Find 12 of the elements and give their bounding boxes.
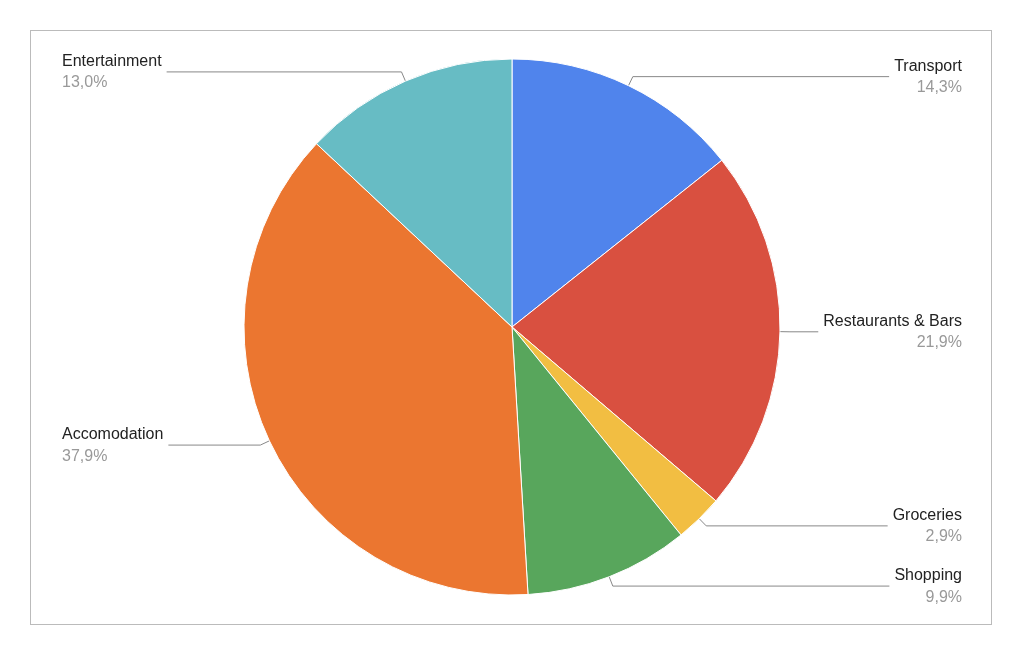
- slice-label: Transport: [894, 56, 963, 74]
- data-label: 13,0%: [62, 73, 108, 91]
- slice-label: Shopping: [894, 566, 962, 584]
- slice-label: Groceries: [892, 505, 962, 523]
- data-label: 2,9%: [925, 527, 962, 545]
- data-label: 9,9%: [925, 587, 962, 605]
- data-label: 14,3%: [916, 78, 962, 96]
- slice-label: Restaurants & Bars: [823, 311, 962, 329]
- slice-label: Accomodation: [62, 425, 164, 443]
- data-label: 37,9%: [62, 446, 108, 464]
- data-label: 21,9%: [916, 333, 962, 351]
- slice-label: Entertainment: [62, 51, 163, 69]
